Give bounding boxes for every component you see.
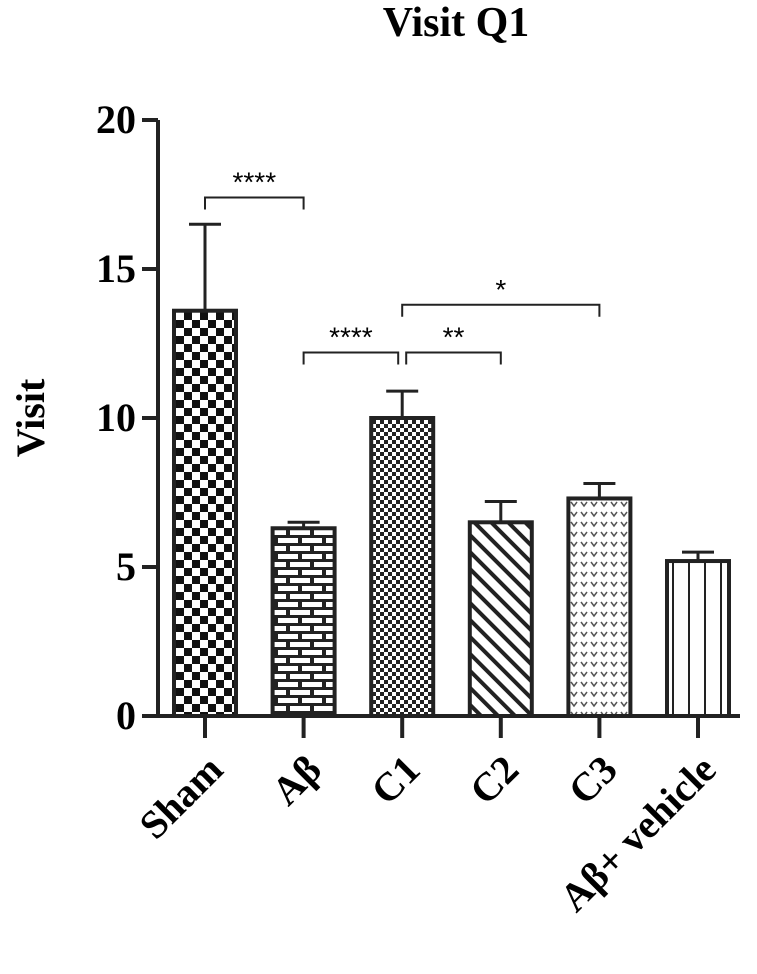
significance-brackets: ******** *** xyxy=(204,166,601,365)
x-tick-label: Aβ xyxy=(263,747,330,814)
x-tick-label: C2 xyxy=(461,747,527,813)
significance-label: * xyxy=(495,274,506,305)
y-tick-label: 20 xyxy=(96,97,136,142)
chart-title: Visit Q1 xyxy=(383,0,530,46)
significance-bracket xyxy=(401,303,601,317)
significance-bracket xyxy=(405,351,502,365)
y-axis-label: Visit xyxy=(8,378,53,457)
bar xyxy=(172,308,238,718)
significance-label: **** xyxy=(329,321,373,352)
y-axis: 0 5 10 15 20 xyxy=(96,97,160,738)
y-tick-label: 0 xyxy=(116,693,136,738)
bar xyxy=(665,559,731,718)
bars xyxy=(172,222,731,719)
significance-label: ** xyxy=(443,321,465,352)
bar xyxy=(566,496,633,718)
bar xyxy=(270,526,337,719)
significance-bracket xyxy=(204,196,305,210)
significance-label: **** xyxy=(233,166,277,197)
bar xyxy=(467,520,534,718)
x-tick-label: Sham xyxy=(130,747,231,848)
bar xyxy=(369,416,436,718)
y-tick-label: 15 xyxy=(96,246,136,291)
x-tick-label: C1 xyxy=(362,747,428,813)
x-tick-label: C3 xyxy=(559,747,625,813)
y-tick-label: 10 xyxy=(96,395,136,440)
significance-bracket xyxy=(302,351,400,365)
y-tick-label: 5 xyxy=(116,544,136,589)
